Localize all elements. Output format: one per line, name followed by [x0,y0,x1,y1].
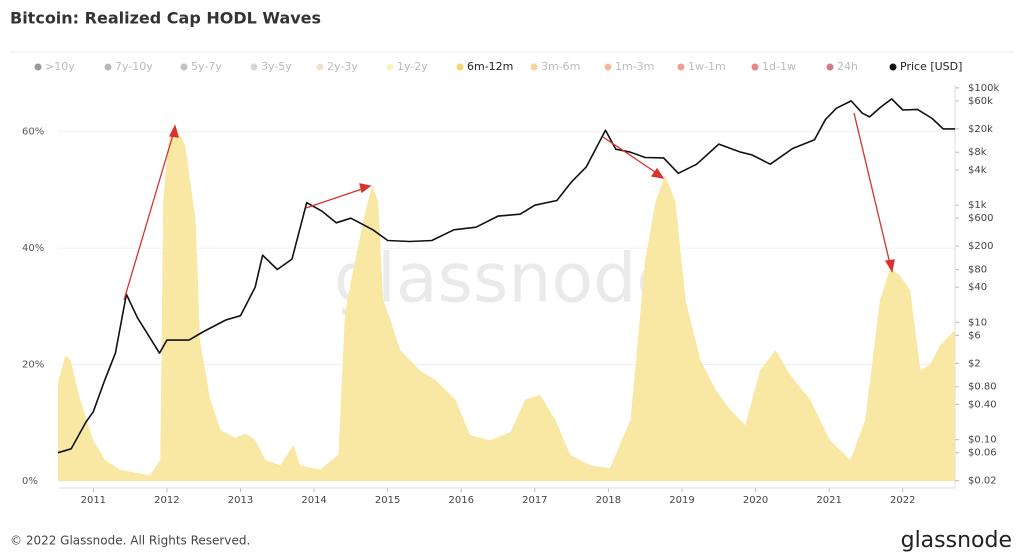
arrow [853,112,892,269]
y2-tick-label: $0.80 [968,382,997,393]
legend-marker [250,63,258,71]
y2-tick-label: $2 [968,358,981,369]
legend-label: 2y-3y [327,60,358,73]
y2-tick-label: $4k [968,165,987,176]
y2-tick-label: $10 [968,317,987,328]
legend-label: 3m-6m [541,60,580,73]
arrow-head [359,183,372,194]
legend-marker [456,63,464,71]
arrow [602,136,662,177]
arrow-head [650,167,665,179]
y2-tick-label: $1k [968,200,987,211]
x-tick-label: 2011 [81,495,106,506]
y2-tick-label: $8k [968,147,987,158]
watermark: glassnode [334,240,678,319]
legend-marker [386,63,394,71]
x-tick-label: 2016 [449,495,474,506]
arrow [305,186,369,209]
legend: >10y 7y-10y 5y-7y 3y-5y 2y-3y 1y-2y 6m-12m 3m-6… [34,60,962,73]
y2-tick-label: $200 [968,241,993,252]
arrow-head [169,124,179,138]
arrow-head [884,259,895,273]
x-tick-label: 2020 [743,495,768,506]
legend-marker [677,63,685,71]
y-tick-label: 60% [22,127,44,138]
y2-tick-label: $0.06 [968,448,997,459]
y2-tick-label: $100k [968,83,999,94]
y-tick-label: 40% [22,243,44,254]
y2-tick-label: $600 [968,213,993,224]
legend-marker [604,63,612,71]
y2-tick-label: $80 [968,264,987,275]
x-tick-label: 2019 [669,495,694,506]
annotation-arrows [123,112,895,301]
y-tick-label: 0% [22,476,38,487]
area [58,125,955,482]
x-tick-label: 2022 [890,495,915,506]
y-tick-label: 20% [22,360,44,371]
x-tick-label: 2015 [375,495,400,506]
plot-area: 0% 20% 40% 60% $100k $60k $20k $8k $4k $1k $600 $20… [22,83,999,506]
legend-marker [751,63,759,71]
y2-tick-label: $0.40 [968,399,997,410]
y2-tick-label: $0.02 [968,476,997,487]
arrow [123,127,176,301]
legend-label: 6m-12m [467,60,513,73]
x-tick-label: 2012 [154,495,179,506]
legend-marker [530,63,538,71]
x-tick-label: 2018 [596,495,621,506]
price-line [57,98,955,454]
chart-title: Bitcoin: Realized Cap HODL Waves [10,9,321,28]
x-tick-label: 2017 [522,495,547,506]
legend-label: 1d-1w [762,60,796,73]
legend-marker [180,63,188,71]
legend-marker [826,63,834,71]
y2-tick-label: $40 [968,282,987,293]
legend-label: 24h [837,60,858,73]
legend-marker [34,63,42,71]
legend-marker [104,63,112,71]
legend-label: 1y-2y [397,60,428,73]
y2-tick-label: $60k [968,96,993,107]
x-tick-label: 2013 [228,495,253,506]
legend-label: 5y-7y [191,60,222,73]
legend-label: 7y-10y [115,60,153,73]
x-tick-label: 2014 [301,495,326,506]
footer: © 2022 Glassnode. All Rights Reserved. [10,534,250,548]
legend-marker [316,63,324,71]
legend-label: Price [USD] [900,60,962,73]
legend-label: 3y-5y [261,60,292,73]
legend-marker [889,63,897,71]
x-tick-label: 2021 [816,495,841,506]
legend-label: 1w-1m [688,60,726,73]
legend-label: 1m-3m [615,60,654,73]
y2-tick-label: $20k [968,124,993,135]
y2-tick-label: $6 [968,330,981,341]
legend-label: >10y [45,60,75,73]
brand-logo: glassnode [901,528,1012,553]
y2-tick-label: $0.10 [968,435,997,446]
